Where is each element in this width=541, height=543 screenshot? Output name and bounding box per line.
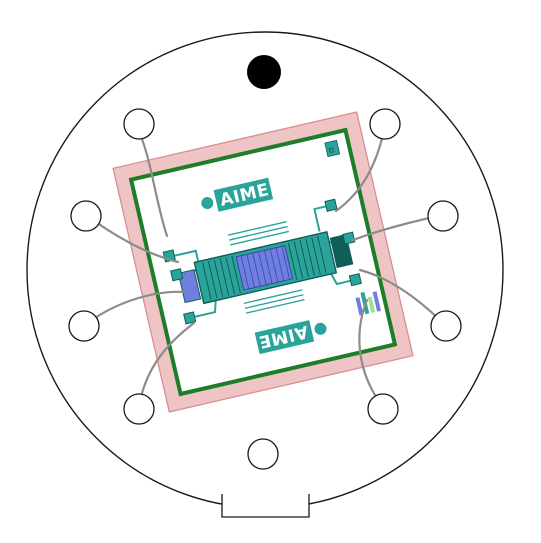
logo-mark-icon [201, 197, 214, 210]
bond-pad-icon [170, 268, 184, 282]
pin-icon [68, 310, 100, 342]
interdigitated-electrodes [227, 220, 305, 314]
bond-pad-icon [183, 311, 197, 325]
pin-icon [427, 200, 459, 232]
bond-pad-icon [348, 273, 362, 287]
end-electrode-left [177, 269, 202, 304]
logo-mark-icon [314, 322, 327, 335]
pin-icon [367, 393, 399, 425]
alignment-mark-icon [324, 139, 341, 158]
svg-text:ʊ: ʊ [328, 145, 336, 156]
pin-icon [70, 200, 102, 232]
indexing-hole-icon [247, 55, 281, 89]
bond-pad-icon [324, 198, 338, 212]
pins [68, 108, 462, 470]
bond-pad-icon [342, 231, 356, 245]
pin-icon [123, 108, 155, 140]
pin-icon [369, 108, 401, 140]
pin-icon [247, 438, 279, 470]
logo-top: AIME [201, 177, 274, 212]
pin-icon [123, 393, 155, 425]
package-tab [221, 494, 310, 518]
pin-icon [430, 310, 462, 342]
